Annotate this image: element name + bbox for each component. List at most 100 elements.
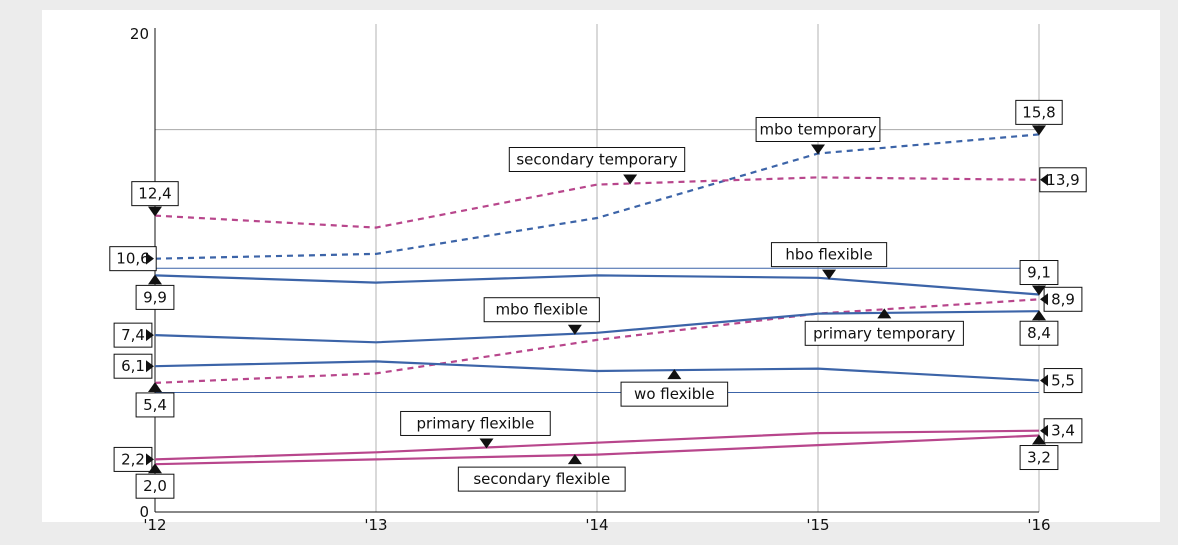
start-value-label: 2,0 [135,473,175,499]
end-marker [1040,173,1048,186]
label-box [1043,418,1083,444]
series-line [154,133,1040,260]
label-text: secondary temporary [516,150,677,168]
label-box [1019,260,1059,286]
x-tick-label: '13 [364,516,387,534]
series-line [154,434,1040,466]
label-box [400,410,551,436]
label-box [1043,286,1083,312]
series-name-pointer [567,324,582,335]
y-tick-label: 0 [139,503,149,521]
start-value-label: 5,4 [135,392,175,418]
series-line [154,298,1040,384]
label-box [135,284,175,310]
series-name-pointer [479,438,494,449]
x-tick-label: '14 [585,516,608,534]
label-text: 9,1 [1027,264,1051,282]
series-name-label: secondary flexible [457,466,626,492]
start-value-label: 2,2 [113,446,153,472]
series-line [154,360,1040,382]
end-value-label: 8,9 [1043,286,1083,312]
y-tick-label: 20 [130,25,149,43]
start-value-label: 9,9 [135,284,175,310]
end-marker [1032,434,1046,445]
label-box [113,322,153,348]
label-text: 2,0 [143,477,167,495]
label-text: 8,4 [1027,324,1051,342]
start-marker [146,453,154,466]
label-text: 8,9 [1051,290,1075,308]
start-value-label: 7,4 [113,322,153,348]
series-name-label: mbo temporary [755,117,881,142]
label-text: hbo flexible [785,246,872,264]
label-text: 15,8 [1022,103,1055,121]
label-text: 3,4 [1051,422,1075,440]
x-tick-label: '12 [143,516,166,534]
end-marker [1040,424,1048,437]
label-box [1015,99,1063,125]
label-box [508,146,686,172]
label-box [804,320,964,346]
label-text: 5,5 [1051,372,1075,390]
start-marker [146,252,154,265]
start-value-label: 12,4 [131,181,179,207]
end-value-label: 9,1 [1019,260,1059,286]
label-box [770,242,888,268]
end-marker [1040,293,1048,306]
end-value-label: 5,5 [1043,368,1083,394]
label-text: 9,9 [143,288,167,306]
series-name-label: mbo flexible [483,297,600,323]
end-marker [1040,374,1048,387]
series-name-label: primary flexible [400,410,551,436]
label-box [620,381,729,407]
label-text: wo flexible [634,385,715,403]
label-text: mbo temporary [760,121,877,139]
label-text: 12,4 [138,185,171,203]
end-value-label: 3,4 [1043,418,1083,444]
label-box [131,181,179,207]
series-line [154,310,1040,344]
label-box [1039,167,1087,193]
label-text: mbo flexible [496,301,588,319]
end-value-label: 15,8 [1015,99,1063,125]
series-line [154,429,1040,461]
label-box [457,466,626,492]
series-name-label: secondary temporary [508,146,686,172]
series-name-label: wo flexible [620,381,729,407]
label-box [135,392,175,418]
label-box [1019,445,1059,471]
series-name-pointer [667,369,682,380]
label-box [1019,320,1059,346]
end-value-label: 8,4 [1019,320,1059,346]
label-box [113,446,153,472]
plot-area [42,10,1160,522]
series-name-pointer [877,308,892,319]
series-name-label: hbo flexible [770,242,888,268]
series-name-pointer [822,269,837,280]
start-marker [148,274,162,285]
start-marker [148,381,162,392]
end-value-label: 3,2 [1019,445,1059,471]
series-name-pointer [623,174,638,185]
end-value-label: 13,9 [1039,167,1087,193]
label-box [755,117,881,142]
start-marker [148,206,162,217]
label-text: 6,1 [121,357,145,375]
start-value-label: 6,1 [113,353,153,379]
label-text: 2,2 [121,450,145,468]
start-marker [146,360,154,373]
label-text: secondary flexible [473,470,610,488]
x-tick-label: '16 [1027,516,1050,534]
label-text: primary flexible [417,414,535,432]
end-marker [1032,285,1046,296]
series-name-pointer [811,144,825,155]
series-line [154,274,1040,296]
label-text: primary temporary [813,324,955,342]
end-marker [1032,310,1046,321]
label-box [135,473,175,499]
label-box [483,297,600,323]
end-marker [1032,125,1046,136]
series-name-pointer [567,454,582,465]
